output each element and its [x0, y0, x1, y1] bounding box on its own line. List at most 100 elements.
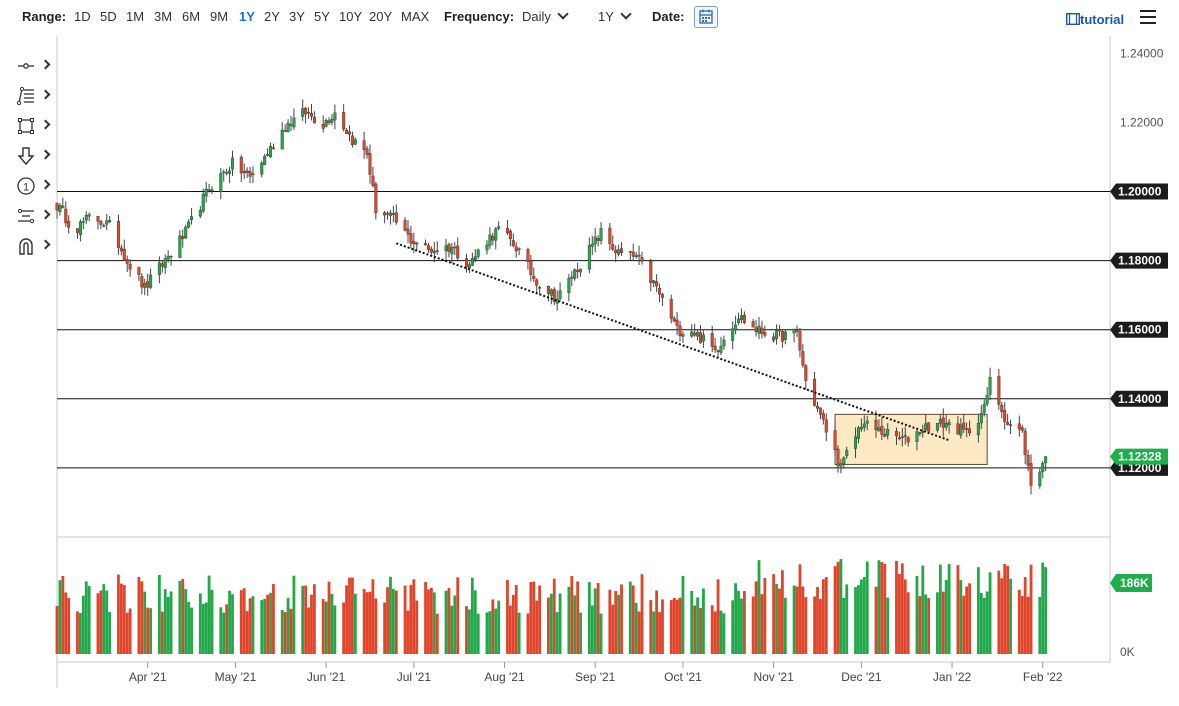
volume-bar [731, 600, 735, 654]
hamburger-menu-icon[interactable] [1140, 10, 1156, 24]
magnet-tool[interactable] [12, 234, 56, 258]
candle [1023, 427, 1027, 465]
candle [801, 343, 805, 368]
candle [491, 232, 495, 246]
volume-bar [716, 579, 720, 654]
candle [309, 103, 313, 121]
volume-bar [658, 612, 661, 654]
range-1y[interactable]: 1Y [239, 9, 255, 24]
volume-bar [424, 582, 427, 654]
volume-bar [702, 588, 705, 654]
candle [734, 315, 738, 335]
candle [915, 430, 919, 451]
volume-bar [511, 594, 515, 654]
candle [225, 168, 229, 176]
range-2y[interactable]: 2Y [264, 9, 280, 24]
range-6m[interactable]: 6M [182, 9, 201, 24]
volume-bar [637, 611, 641, 654]
date-axis: Apr '21 May '21 Jun '21 Jul '21 Aug '21 Sep '… [129, 662, 1063, 684]
candle [751, 319, 755, 328]
volume-bar [178, 580, 182, 654]
candle [447, 242, 451, 258]
level-price-text: 1.20000 [1118, 184, 1162, 198]
volume-bar [880, 562, 884, 654]
frequency-dropdown[interactable]: Daily [522, 8, 569, 24]
rectangle-tool[interactable] [12, 114, 56, 138]
consolidation-box[interactable] [834, 413, 988, 465]
candle-body [353, 139, 357, 145]
range-3y[interactable]: 3Y [289, 9, 305, 24]
candle [96, 215, 100, 230]
volume-bar [713, 611, 717, 654]
price-axis: 1.24000 1.22000 1.20000 1.18000 1.16000 1.140… [1110, 46, 1168, 659]
volume-bar [362, 589, 366, 654]
candle [157, 256, 161, 284]
fibonacci-tool[interactable] [12, 84, 56, 108]
candle [1006, 413, 1010, 426]
period-dropdown[interactable]: 1Y [598, 8, 632, 24]
candle-body [219, 173, 223, 192]
candle-body [699, 332, 703, 343]
candle-body [327, 120, 331, 124]
range-20y[interactable]: 20Y [369, 9, 393, 24]
candle-body [160, 263, 164, 267]
volume-bar [146, 607, 150, 654]
volume-bar [87, 586, 91, 654]
candle [505, 219, 509, 235]
volume-bar [693, 605, 697, 654]
volume-bar [137, 576, 141, 654]
candlestick-series [55, 99, 1048, 495]
candle [842, 456, 846, 469]
candle [1026, 449, 1030, 472]
candle-body [228, 170, 232, 174]
candle [894, 427, 898, 446]
candle [494, 227, 498, 250]
count-marker-tool[interactable]: 1 [12, 174, 56, 198]
range-1d[interactable]: 1D [74, 9, 91, 24]
volume-bar [883, 563, 887, 654]
trendline[interactable] [395, 242, 950, 442]
date-picker-button[interactable] [694, 6, 718, 28]
candle-body [312, 117, 316, 124]
range-5y[interactable]: 5Y [314, 9, 330, 24]
volume-bar [979, 592, 983, 654]
current-price-label: 1.12328 [1110, 448, 1168, 465]
candle [61, 197, 65, 209]
candle [219, 168, 223, 200]
volume-bar [122, 585, 126, 654]
candle [897, 431, 901, 441]
range-3m[interactable]: 3M [154, 9, 173, 24]
candle [596, 235, 600, 247]
candle-body [839, 463, 843, 467]
tutorial-link[interactable]: tutorial [1065, 12, 1124, 27]
range-10y[interactable]: 10Y [339, 9, 363, 24]
candle-body [75, 228, 79, 233]
candle [839, 458, 843, 474]
candle-body [222, 171, 226, 174]
range-5d[interactable]: 5D [100, 9, 117, 24]
volume-bar [631, 585, 635, 654]
volume-bar [283, 612, 287, 654]
parallel-lines-tool[interactable] [12, 204, 56, 228]
candle-body [798, 331, 802, 351]
candle [956, 415, 960, 435]
candle-body [681, 333, 685, 337]
range-max[interactable]: MAX [401, 9, 430, 24]
volume-bar [280, 609, 284, 654]
candle-body [576, 269, 580, 272]
crosshair-line-tool[interactable] [12, 54, 56, 78]
candle [678, 320, 682, 342]
candle-body [640, 257, 644, 262]
range-9m[interactable]: 9M [210, 9, 229, 24]
volume-bar [587, 582, 591, 654]
candle-body [696, 331, 700, 337]
candle [1020, 424, 1024, 433]
candle-body [450, 247, 454, 254]
volume-bar [269, 592, 272, 654]
range-1m[interactable]: 1M [126, 9, 145, 24]
arrow-down-tool[interactable] [12, 144, 56, 168]
volume-bar [997, 570, 1001, 654]
candle-body [924, 423, 928, 430]
candle-body [456, 245, 460, 259]
